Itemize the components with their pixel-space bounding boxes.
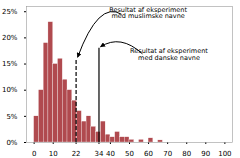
svg-text:90: 90	[201, 150, 210, 158]
svg-text:10%: 10%	[2, 86, 18, 94]
svg-text:60: 60	[144, 150, 153, 158]
svg-text:10: 10	[49, 150, 58, 158]
svg-text:5%: 5%	[6, 113, 17, 121]
svg-text:50: 50	[125, 150, 134, 158]
svg-text:70: 70	[163, 150, 172, 158]
svg-text:34: 34	[95, 150, 104, 158]
svg-text:100: 100	[218, 150, 231, 158]
svg-text:40: 40	[106, 150, 115, 158]
svg-text:0%: 0%	[6, 139, 17, 147]
svg-text:80: 80	[182, 150, 191, 158]
svg-text:15%: 15%	[2, 60, 18, 68]
svg-text:Resultat af eksperimentmed dan: Resultat af eksperimentmed danske navne	[130, 47, 208, 62]
svg-text:0: 0	[32, 150, 36, 158]
svg-text:Resultat af eksperimentmed mus: Resultat af eksperimentmed muslimske nav…	[109, 6, 187, 21]
svg-text:20%: 20%	[2, 34, 18, 42]
svg-text:22: 22	[72, 150, 81, 158]
svg-text:25%: 25%	[2, 8, 18, 16]
